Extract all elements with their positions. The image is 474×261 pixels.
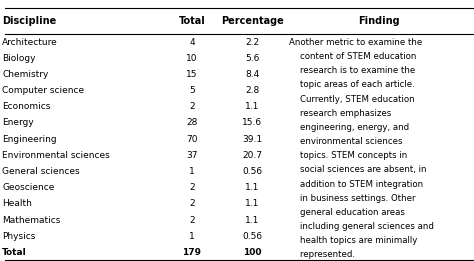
Text: Mathematics: Mathematics	[2, 216, 61, 224]
Text: Physics: Physics	[2, 232, 36, 241]
Text: Architecture: Architecture	[2, 38, 58, 46]
Text: 20.7: 20.7	[242, 151, 263, 160]
Text: content of STEM education: content of STEM education	[289, 52, 417, 61]
Text: Another metric to examine the: Another metric to examine the	[289, 38, 422, 47]
Text: 4: 4	[189, 38, 195, 46]
Text: 1.1: 1.1	[245, 216, 260, 224]
Text: 2.8: 2.8	[245, 86, 260, 95]
Text: 2: 2	[189, 102, 195, 111]
Text: 1: 1	[189, 232, 195, 241]
Text: 100: 100	[243, 248, 262, 257]
Text: Currently, STEM education: Currently, STEM education	[289, 94, 415, 104]
Text: Engineering: Engineering	[2, 135, 57, 144]
Text: in business settings. Other: in business settings. Other	[289, 194, 416, 203]
Text: social sciences are absent, in: social sciences are absent, in	[289, 165, 427, 174]
Text: research emphasizes: research emphasizes	[289, 109, 392, 118]
Text: Chemistry: Chemistry	[2, 70, 49, 79]
Text: Total: Total	[179, 16, 205, 26]
Text: 37: 37	[186, 151, 198, 160]
Text: 8.4: 8.4	[245, 70, 260, 79]
Text: Geoscience: Geoscience	[2, 183, 55, 192]
Text: 1: 1	[189, 167, 195, 176]
Text: Percentage: Percentage	[221, 16, 284, 26]
Text: Biology: Biology	[2, 54, 36, 63]
Text: General sciences: General sciences	[2, 167, 80, 176]
Text: environmental sciences: environmental sciences	[289, 137, 402, 146]
Text: 2.2: 2.2	[246, 38, 259, 46]
Text: 28: 28	[186, 118, 198, 127]
Text: represented.: represented.	[289, 250, 355, 259]
Text: Finding: Finding	[358, 16, 400, 26]
Text: 0.56: 0.56	[242, 167, 263, 176]
Text: 2: 2	[189, 199, 195, 208]
Text: topics. STEM concepts in: topics. STEM concepts in	[289, 151, 407, 160]
Text: engineering, energy, and: engineering, energy, and	[289, 123, 409, 132]
Text: 5: 5	[189, 86, 195, 95]
Text: 179: 179	[182, 248, 201, 257]
Text: 0.56: 0.56	[242, 232, 263, 241]
Text: 15.6: 15.6	[242, 118, 263, 127]
Text: Economics: Economics	[2, 102, 51, 111]
Text: 15: 15	[186, 70, 198, 79]
Text: 1.1: 1.1	[245, 183, 260, 192]
Text: Energy: Energy	[2, 118, 34, 127]
Text: 39.1: 39.1	[242, 135, 263, 144]
Text: including general sciences and: including general sciences and	[289, 222, 434, 231]
Text: 10: 10	[186, 54, 198, 63]
Text: Discipline: Discipline	[2, 16, 56, 26]
Text: research is to examine the: research is to examine the	[289, 66, 415, 75]
Text: 2: 2	[189, 183, 195, 192]
Text: 1.1: 1.1	[245, 199, 260, 208]
Text: 5.6: 5.6	[245, 54, 260, 63]
Text: Health: Health	[2, 199, 32, 208]
Text: topic areas of each article.: topic areas of each article.	[289, 80, 415, 90]
Text: addition to STEM integration: addition to STEM integration	[289, 180, 423, 188]
Text: 2: 2	[189, 216, 195, 224]
Text: Total: Total	[2, 248, 27, 257]
Text: Environmental sciences: Environmental sciences	[2, 151, 110, 160]
Text: 70: 70	[186, 135, 198, 144]
Text: Computer science: Computer science	[2, 86, 84, 95]
Text: health topics are minimally: health topics are minimally	[289, 236, 418, 245]
Text: general education areas: general education areas	[289, 208, 405, 217]
Text: 1.1: 1.1	[245, 102, 260, 111]
